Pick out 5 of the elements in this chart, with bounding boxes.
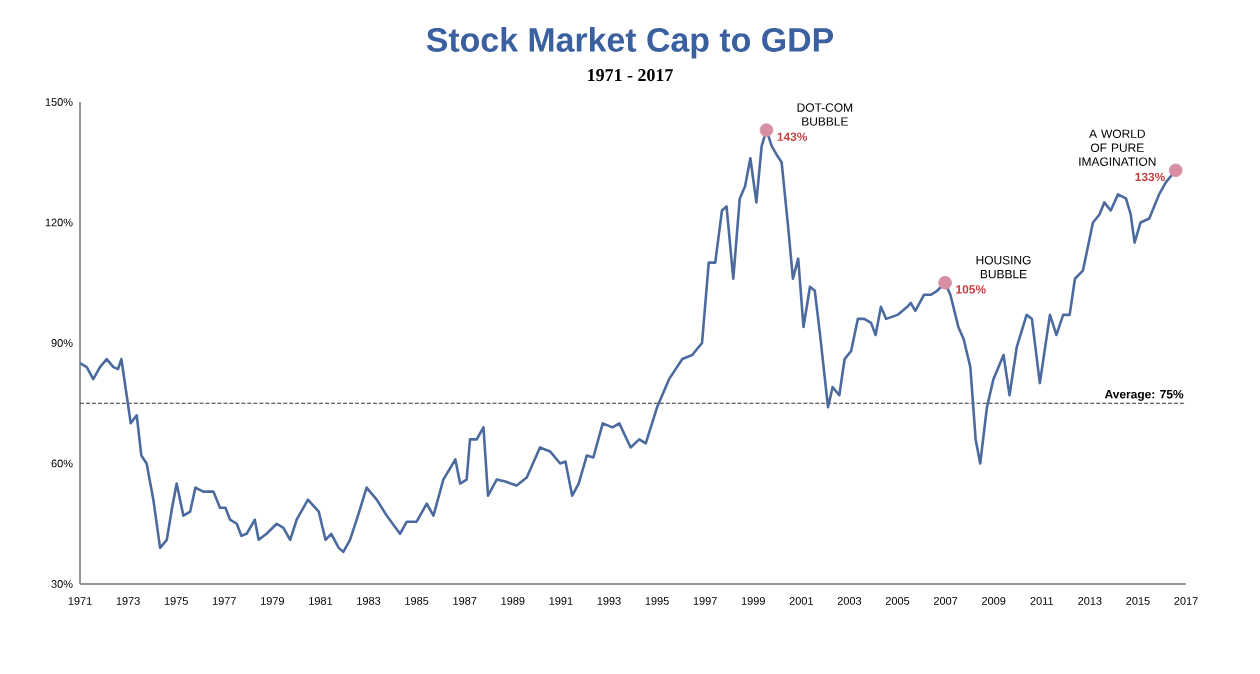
point (759, 123, 774, 137)
point (938, 275, 952, 290)
chart-subtitle: 1971 - 2017 (588, 69, 673, 82)
chart-title: Stock Market Cap to GDP (426, 27, 834, 59)
point (1168, 163, 1183, 178)
